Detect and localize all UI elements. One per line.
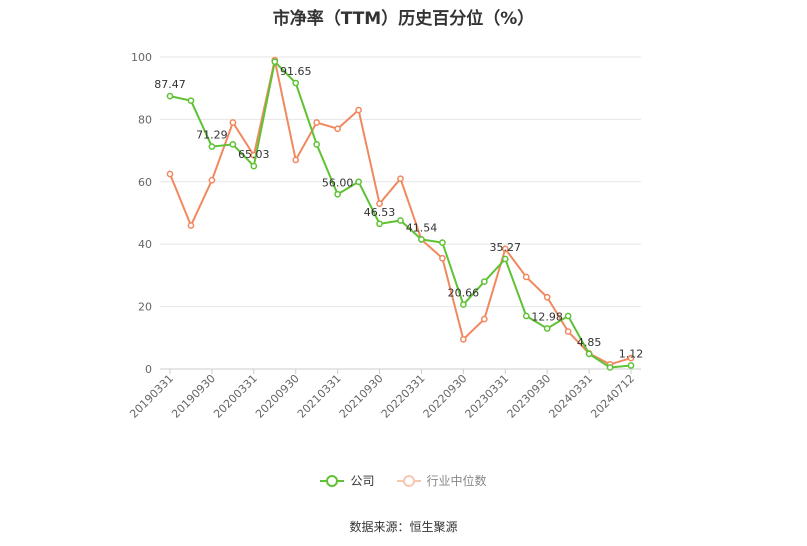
x-tick-label: 20190331 (127, 372, 176, 421)
data-label: 46.53 (364, 206, 396, 219)
data-point-company (397, 217, 404, 224)
data-point-industry-median (376, 200, 383, 207)
grid-lines (160, 56, 641, 370)
data-label: 91.65 (280, 65, 312, 78)
y-tick-label: 0 (145, 363, 152, 376)
data-point-industry-median (627, 354, 635, 362)
data-point-industry-median (543, 293, 551, 301)
x-tick-label: 20220930 (421, 372, 470, 421)
data-point-company (313, 141, 321, 148)
data-point-company (439, 239, 446, 246)
data-point-industry-median (166, 170, 174, 178)
x-axis-ticks: 2019033120190930202003312020093020210331… (127, 369, 637, 421)
data-point-industry-median (397, 175, 404, 183)
data-point-industry-median (187, 222, 195, 229)
y-tick-label: 40 (138, 238, 152, 251)
y-tick-label: 100 (131, 51, 152, 64)
data-point-company (250, 162, 258, 170)
data-label: 71.29 (196, 129, 228, 142)
x-tick-label: 20230930 (505, 372, 554, 421)
data-point-company (292, 79, 300, 87)
data-point-company (355, 178, 362, 186)
x-tick-label: 20230331 (463, 372, 512, 421)
legend-swatch-industry-median (396, 474, 421, 488)
data-point-company (334, 190, 341, 198)
y-tick-label: 60 (138, 176, 152, 189)
data-point-industry-median (355, 106, 362, 114)
data-point-industry-median (480, 315, 488, 323)
data-point-company (585, 350, 593, 358)
data-point-company (460, 301, 467, 308)
y-tick-label: 20 (138, 301, 152, 314)
legend-item-company[interactable]: 公司 (320, 472, 375, 489)
data-point-industry-median (334, 125, 341, 133)
data-source: 数据来源：恒生聚源 (349, 520, 458, 534)
data-point-company (271, 58, 279, 66)
legend-label-company: 公司 (350, 474, 375, 488)
data-point-industry-median (439, 254, 446, 262)
data-label: 41.54 (406, 221, 438, 234)
data-point-company (166, 92, 174, 100)
data-label: 4.85 (577, 336, 602, 349)
data-point-company (376, 220, 383, 228)
data-labels: 87.47 71.29 65.03 91.65 56.00 46.53 41.54 20.66… (154, 65, 643, 360)
data-point-industry-median (292, 156, 300, 164)
y-axis-ticks: 0 20 40 60 80 100 (131, 51, 152, 376)
data-label: 87.47 (154, 78, 186, 91)
data-point-company (543, 325, 551, 332)
data-point-company (418, 236, 425, 243)
data-point-company (480, 278, 488, 285)
x-tick-label: 20210930 (337, 372, 386, 421)
data-point-company (522, 312, 530, 320)
x-tick-label: 20240712 (588, 372, 637, 421)
y-tick-label: 80 (138, 113, 152, 126)
data-point-industry-median (522, 273, 530, 281)
data-label: 35.27 (490, 241, 522, 254)
data-point-company (564, 312, 572, 320)
x-tick-label: 20240331 (546, 372, 595, 421)
data-point-industry-median (208, 176, 216, 184)
data-label: 20.66 (448, 287, 480, 300)
series-layer (166, 56, 635, 371)
data-label: 12.98 (531, 311, 563, 324)
data-point-industry-median (229, 119, 237, 126)
x-tick-label: 20220331 (379, 372, 428, 421)
x-tick-label: 20210331 (295, 372, 344, 421)
data-point-industry-median (501, 245, 509, 253)
data-point-company (208, 143, 216, 150)
data-point-company (187, 97, 195, 105)
data-point-company (627, 362, 635, 369)
data-label: 65.03 (238, 148, 270, 161)
data-label: 1.12 (619, 348, 644, 361)
data-point-company (501, 255, 509, 263)
legend-item-industry-median[interactable]: 行业中位数 (396, 472, 487, 489)
data-point-industry-median (460, 336, 467, 343)
data-label: 56.00 (322, 176, 354, 189)
legend: 公司 行业中位数 (0, 472, 807, 489)
chart-title: 市净率（TTM）历史百分位（%） (272, 9, 535, 29)
data-point-company (229, 141, 237, 148)
data-point-company (606, 364, 614, 371)
legend-swatch-company (320, 474, 345, 488)
x-tick-label: 20190930 (169, 372, 218, 421)
data-point-industry-median (564, 328, 572, 335)
x-tick-label: 20200930 (253, 372, 302, 421)
legend-label-industry-median: 行业中位数 (426, 474, 487, 488)
x-tick-label: 20200331 (211, 372, 260, 421)
data-point-industry-median (313, 119, 321, 126)
